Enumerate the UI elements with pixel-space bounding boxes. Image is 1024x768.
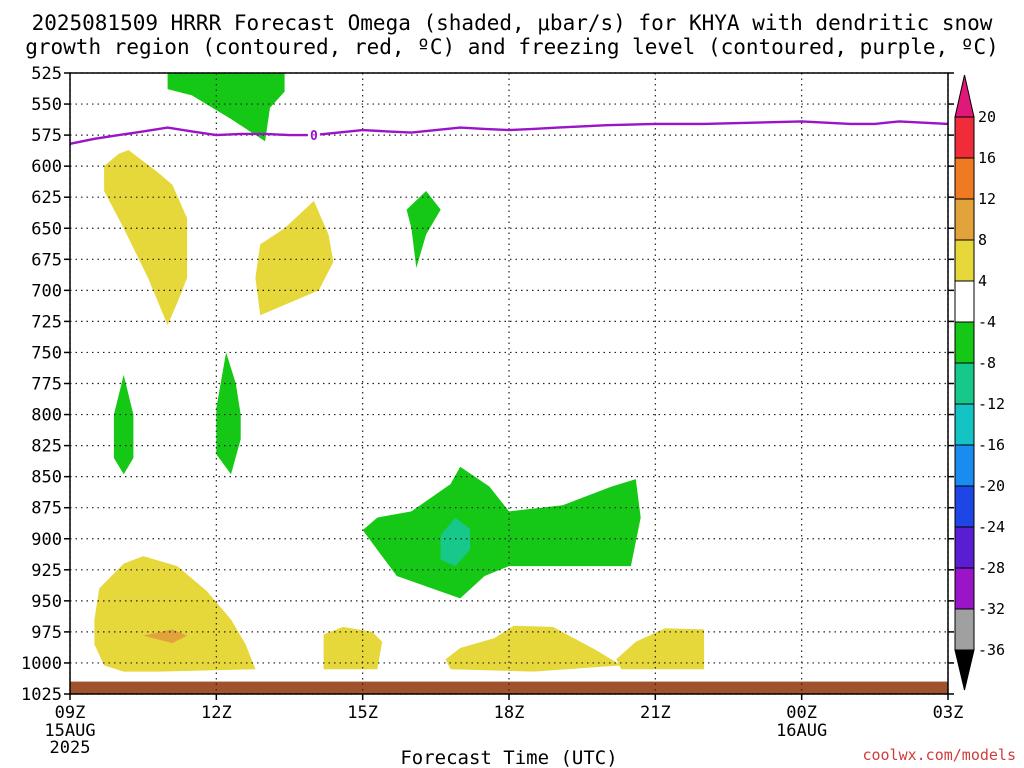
y-tick-label-800: 800 xyxy=(31,406,62,426)
x-tick-sublabel-00Z-0: 16AUG xyxy=(776,721,827,741)
y-tick-label-675: 675 xyxy=(31,250,62,270)
x-tick-label-21Z: 21Z xyxy=(640,703,671,723)
x-tick-label-09Z: 09Z xyxy=(55,703,86,723)
colorbar-segment-6 xyxy=(954,321,975,364)
x-tick-label-12Z: 12Z xyxy=(201,703,232,723)
x-tick-label-03Z: 03Z xyxy=(933,703,964,723)
colorbar-segment-1 xyxy=(954,116,975,159)
omega-region-6 xyxy=(104,150,188,326)
colorbar-label-1: 16 xyxy=(978,149,996,167)
y-tick-label-1000: 1000 xyxy=(21,654,62,674)
y-tick-label-850: 850 xyxy=(31,468,62,488)
colorbar-label-4: 4 xyxy=(978,272,987,290)
chart-title-line-2: growth region (contoured, red, ºC) and f… xyxy=(25,35,999,59)
colorbar-label-6: -8 xyxy=(978,354,996,372)
y-tick-label-975: 975 xyxy=(31,623,62,643)
colorbar-segment-12 xyxy=(954,567,975,610)
colorbar-legend: 20 16 12 8 4 -4 -8 -12 -16 -20 -24 -28 -32 -36 xyxy=(954,74,1005,691)
y-tick-label-625: 625 xyxy=(31,188,62,208)
colorbar-segment-11 xyxy=(954,526,975,569)
freezing-level-label-bg xyxy=(307,127,320,144)
x-axis-title: Forecast Time (UTC) xyxy=(400,747,617,768)
plot-area: 0 xyxy=(69,72,949,695)
y-tick-label-525: 525 xyxy=(31,64,62,84)
x-tick-label-18Z: 18Z xyxy=(494,703,525,723)
credit-link[interactable]: coolwx.com/models xyxy=(862,746,1016,764)
colorbar-segment-8 xyxy=(954,403,975,446)
colorbar-segment-2 xyxy=(954,157,975,200)
omega-region-11 xyxy=(216,352,241,475)
freezing-level-line xyxy=(69,120,949,145)
chart-title-line-1: 2025081509 HRRR Forecast Omega (shaded, … xyxy=(32,11,993,35)
colorbar-label-10: -24 xyxy=(978,518,1005,536)
omega-region-8 xyxy=(167,73,285,142)
chart-title: 2025081509 HRRR Forecast Omega (shaded, … xyxy=(25,11,999,59)
y-tick-label-875: 875 xyxy=(31,499,62,519)
colorbar-label-11: -28 xyxy=(978,559,1005,577)
x-tick-label-00Z: 00Z xyxy=(786,703,817,723)
colorbar-segment-13 xyxy=(954,608,975,651)
colorbar-segment-7 xyxy=(954,362,975,405)
colorbar-label-9: -20 xyxy=(978,477,1005,495)
colorbar-segment-3 xyxy=(954,198,975,241)
colorbar-segment-10 xyxy=(954,485,975,528)
colorbar-label-3: 8 xyxy=(978,231,987,249)
colorbar-segment-9 xyxy=(954,444,975,487)
colorbar-segment-5 xyxy=(954,280,975,323)
omega-region-13 xyxy=(440,517,470,567)
x-tick-sublabel-09Z-0: 15AUG xyxy=(44,721,95,741)
y-tick-label-950: 950 xyxy=(31,592,62,612)
omega-region-5 xyxy=(616,628,705,670)
omega-region-9 xyxy=(406,191,441,268)
y-tick-label-925: 925 xyxy=(31,561,62,581)
y-tick-label-550: 550 xyxy=(31,95,62,115)
colorbar-label-0: 20 xyxy=(978,108,996,126)
y-tick-label-900: 900 xyxy=(31,530,62,550)
omega-region-1 xyxy=(94,556,256,672)
colorbar-label-12: -32 xyxy=(978,600,1005,618)
colorbar-label-13: -36 xyxy=(978,641,1005,659)
freezing-level-label: 0 xyxy=(310,129,318,144)
colorbar-bottom-arrow xyxy=(954,649,975,691)
y-tick-label-750: 750 xyxy=(31,343,62,363)
y-tick-label-600: 600 xyxy=(31,157,62,177)
y-tick-label-1025: 1025 xyxy=(21,685,62,705)
y-tick-label-650: 650 xyxy=(31,219,62,239)
colorbar-label-7: -12 xyxy=(978,395,1005,413)
omega-region-2 xyxy=(143,629,188,644)
y-tick-label-575: 575 xyxy=(31,126,62,146)
colorbar-label-8: -16 xyxy=(978,436,1005,454)
y-tick-label-700: 700 xyxy=(31,281,62,301)
colorbar-label-5: -4 xyxy=(978,313,996,331)
y-tick-label-775: 775 xyxy=(31,375,62,395)
y-tick-label-825: 825 xyxy=(31,437,62,457)
omega-region-10 xyxy=(113,374,134,475)
x-tick-sublabel-09Z-1: 2025 xyxy=(50,738,91,758)
colorbar-label-2: 12 xyxy=(978,190,996,208)
ground-surface xyxy=(70,681,948,694)
omega-region-7 xyxy=(255,200,334,316)
omega-region-3 xyxy=(323,626,383,670)
colorbar-top-arrow xyxy=(954,74,975,118)
x-tick-label-15Z: 15Z xyxy=(347,703,378,723)
y-tick-label-725: 725 xyxy=(31,312,62,332)
omega-region-4 xyxy=(445,625,622,672)
y-axis: 525 550 575 600 625 650 675 700 725 750 775 800 825 8… xyxy=(21,64,954,705)
colorbar-segment-4 xyxy=(954,239,975,282)
omega-region-12 xyxy=(362,466,641,599)
